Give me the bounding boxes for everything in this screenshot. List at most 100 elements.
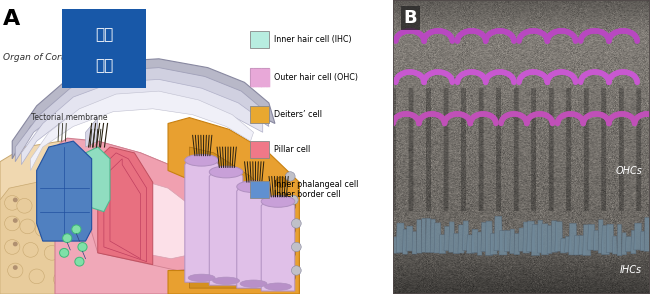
- Text: B: B: [404, 9, 417, 27]
- Circle shape: [13, 198, 18, 202]
- Polygon shape: [565, 236, 571, 252]
- Polygon shape: [477, 232, 482, 255]
- Polygon shape: [261, 197, 295, 291]
- Polygon shape: [392, 237, 400, 253]
- Polygon shape: [16, 68, 269, 162]
- Polygon shape: [606, 224, 614, 253]
- Polygon shape: [634, 223, 642, 250]
- Circle shape: [20, 219, 35, 234]
- Polygon shape: [499, 230, 507, 255]
- Circle shape: [62, 234, 72, 243]
- Polygon shape: [538, 220, 543, 253]
- Circle shape: [13, 242, 18, 246]
- Polygon shape: [523, 222, 530, 253]
- Circle shape: [66, 248, 81, 263]
- Text: A: A: [3, 9, 20, 29]
- Polygon shape: [0, 182, 229, 294]
- Polygon shape: [406, 226, 413, 251]
- Circle shape: [5, 196, 20, 210]
- Text: Inner hair cell (IHC): Inner hair cell (IHC): [274, 35, 352, 44]
- Ellipse shape: [213, 277, 239, 285]
- Polygon shape: [448, 222, 455, 253]
- Polygon shape: [588, 224, 595, 250]
- Polygon shape: [547, 225, 552, 254]
- Ellipse shape: [237, 181, 270, 193]
- Polygon shape: [31, 91, 254, 171]
- Ellipse shape: [240, 280, 267, 288]
- Polygon shape: [86, 147, 110, 212]
- Ellipse shape: [188, 274, 215, 282]
- Text: OHCs: OHCs: [616, 166, 642, 176]
- Polygon shape: [504, 230, 511, 251]
- Text: 央视: 央视: [95, 27, 113, 42]
- Polygon shape: [444, 226, 450, 251]
- Polygon shape: [617, 224, 622, 256]
- Polygon shape: [583, 225, 591, 255]
- Circle shape: [13, 218, 18, 223]
- Polygon shape: [631, 230, 636, 254]
- Text: 新闻: 新闻: [95, 59, 113, 74]
- Polygon shape: [526, 221, 535, 252]
- Polygon shape: [481, 222, 488, 252]
- Text: Outer hair cell (OHC): Outer hair cell (OHC): [274, 73, 358, 82]
- Polygon shape: [644, 218, 650, 251]
- Circle shape: [23, 243, 38, 257]
- Polygon shape: [569, 223, 577, 255]
- Polygon shape: [98, 147, 153, 265]
- Circle shape: [35, 222, 51, 237]
- Polygon shape: [430, 219, 436, 253]
- Polygon shape: [36, 141, 92, 241]
- Polygon shape: [463, 221, 469, 250]
- Polygon shape: [185, 156, 218, 282]
- FancyBboxPatch shape: [62, 9, 146, 88]
- Circle shape: [133, 281, 148, 294]
- Polygon shape: [625, 236, 632, 252]
- Polygon shape: [555, 222, 563, 251]
- Text: Deiters’ cell: Deiters’ cell: [274, 110, 322, 119]
- FancyBboxPatch shape: [250, 181, 268, 198]
- Polygon shape: [471, 229, 478, 253]
- Circle shape: [285, 271, 296, 282]
- Circle shape: [285, 172, 295, 181]
- Polygon shape: [621, 233, 627, 255]
- Circle shape: [5, 216, 20, 231]
- Polygon shape: [98, 171, 199, 259]
- Circle shape: [87, 251, 102, 266]
- Ellipse shape: [265, 283, 291, 290]
- Polygon shape: [514, 233, 520, 255]
- Polygon shape: [612, 236, 618, 254]
- Circle shape: [285, 201, 296, 211]
- Polygon shape: [467, 235, 474, 253]
- Polygon shape: [21, 79, 263, 165]
- Circle shape: [291, 266, 301, 275]
- Ellipse shape: [185, 154, 218, 166]
- Polygon shape: [396, 223, 405, 253]
- Circle shape: [72, 225, 81, 234]
- Polygon shape: [86, 141, 220, 270]
- Ellipse shape: [209, 166, 243, 178]
- Text: Tectorial membrane: Tectorial membrane: [31, 113, 107, 122]
- Text: Inner phalangeal cell
Inner border cell: Inner phalangeal cell Inner border cell: [274, 180, 359, 199]
- Polygon shape: [189, 147, 281, 288]
- Circle shape: [8, 263, 23, 278]
- Text: Organ of Corti: Organ of Corti: [3, 53, 67, 62]
- Polygon shape: [531, 224, 540, 255]
- Text: IHCs: IHCs: [620, 265, 642, 275]
- Polygon shape: [640, 231, 645, 251]
- Circle shape: [105, 278, 121, 293]
- Polygon shape: [0, 141, 300, 294]
- Polygon shape: [209, 168, 243, 285]
- Polygon shape: [560, 238, 567, 253]
- Polygon shape: [574, 235, 581, 255]
- Polygon shape: [593, 230, 599, 250]
- Circle shape: [289, 195, 298, 205]
- Polygon shape: [86, 118, 97, 147]
- Circle shape: [53, 272, 69, 287]
- FancyBboxPatch shape: [250, 31, 268, 49]
- Circle shape: [29, 269, 44, 284]
- Circle shape: [78, 275, 93, 290]
- Polygon shape: [486, 221, 493, 255]
- FancyBboxPatch shape: [250, 69, 268, 86]
- Polygon shape: [453, 233, 460, 254]
- Polygon shape: [519, 228, 525, 251]
